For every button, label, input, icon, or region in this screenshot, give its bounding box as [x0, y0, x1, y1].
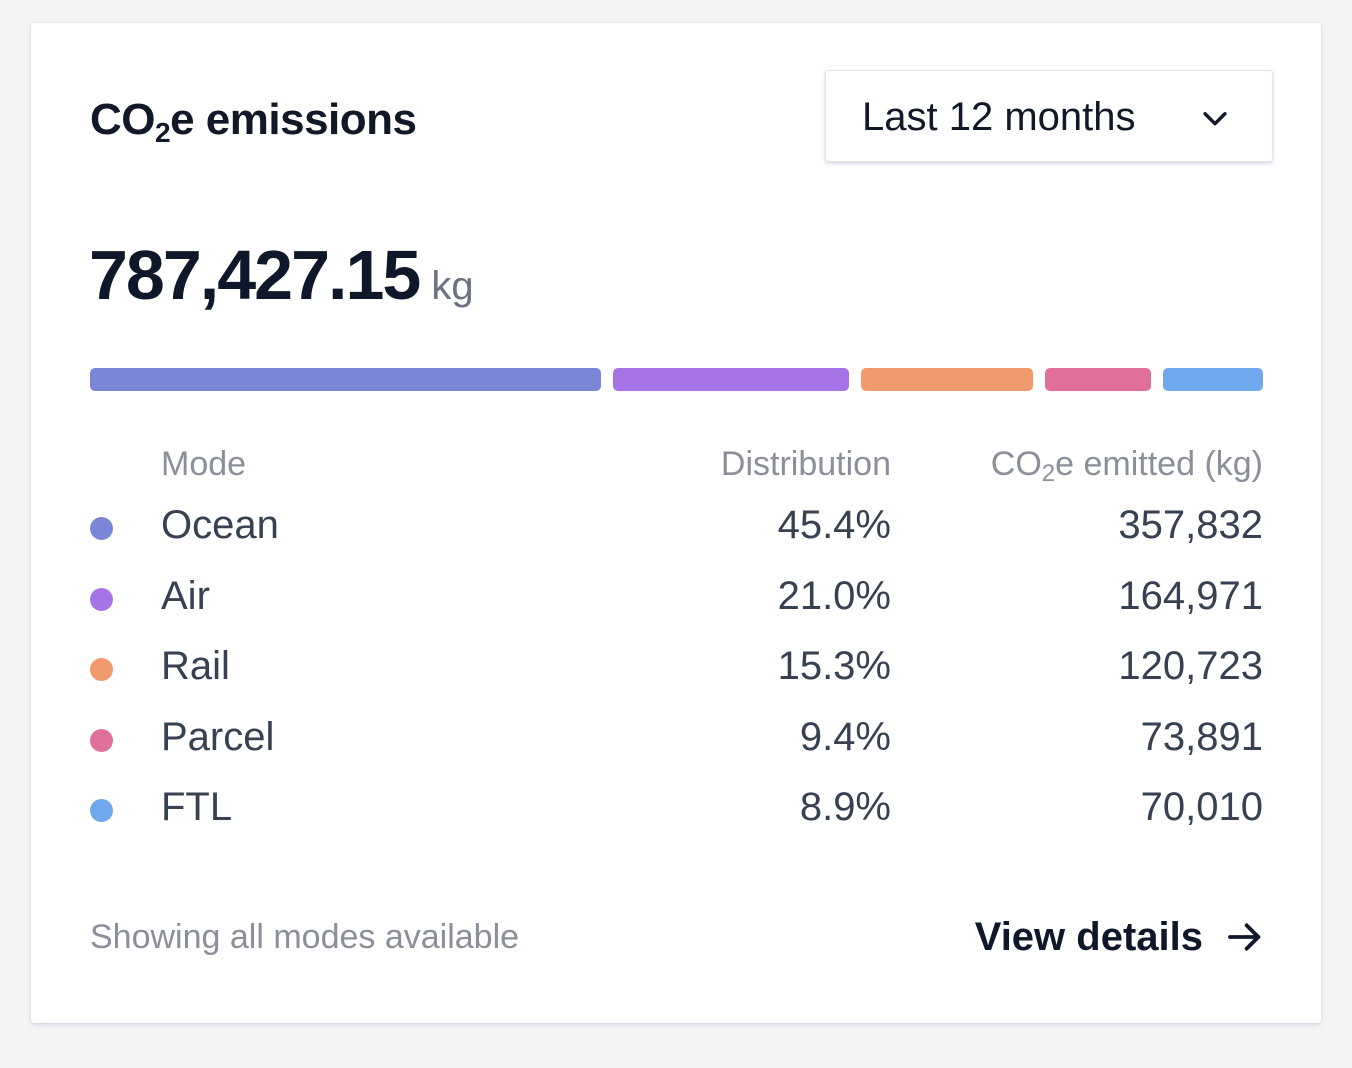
chevron-down-icon [1203, 112, 1227, 126]
table-row: Parcel 9.4% 73,891 [90, 705, 1263, 776]
title-prefix: CO [90, 95, 156, 144]
column-header-distribution: Distribution [720, 445, 891, 483]
view-details-label: View details [974, 915, 1203, 959]
total-value: 787,427.15 [89, 236, 421, 314]
table-header-row: Mode Distribution CO2e emitted (kg) [90, 437, 1263, 493]
legend-dot [90, 587, 113, 611]
emissions-table: Mode Distribution CO2e emitted (kg) Ocea… [90, 437, 1263, 846]
co2-value: 70,010 [1140, 785, 1263, 829]
mode-label: FTL [161, 785, 233, 829]
legend-dot [90, 658, 113, 681]
distribution-value: 9.4% [799, 714, 891, 759]
table-row: Ocean 45.4% 357,832 [90, 493, 1263, 564]
mode-label: Ocean [161, 503, 279, 547]
table-row: Rail 15.3% 120,723 [90, 634, 1263, 705]
column-header-mode: Mode [161, 445, 247, 483]
period-dropdown[interactable]: Last 12 months [825, 70, 1273, 162]
co2-header-suffix: e emitted (kg) [1055, 445, 1263, 483]
distribution-value: 8.9% [799, 785, 891, 829]
legend-dot [90, 517, 113, 540]
table-row: Air 21.0% 164,971 [90, 564, 1263, 635]
co2-header-subscript: 2 [1041, 460, 1056, 487]
footer-note: Showing all modes available [90, 918, 520, 956]
total-unit: kg [431, 264, 474, 308]
co2-header-prefix: CO [990, 445, 1042, 483]
distribution-bar [90, 368, 1263, 391]
co2-value: 73,891 [1140, 714, 1263, 759]
distribution-value: 15.3% [777, 644, 891, 688]
co2-value: 164,971 [1118, 573, 1263, 618]
emissions-card: CO2e emissions Last 12 months 787,427.15… [31, 23, 1321, 1023]
legend-dot [90, 728, 113, 752]
distribution-value: 45.4% [777, 503, 891, 547]
distribution-value: 21.0% [777, 573, 891, 618]
distribution-segment-rail [861, 368, 1034, 391]
legend-dot [90, 799, 113, 822]
distribution-segment-ocean [90, 368, 601, 391]
total-emissions: 787,427.15 kg [89, 235, 474, 335]
co2-value: 120,723 [1118, 644, 1263, 688]
distribution-segment-parcel [1045, 368, 1151, 391]
title-subscript: 2 [155, 117, 171, 148]
column-header-co2-emitted: CO2e emitted (kg) [991, 443, 1263, 489]
arrow-right-icon [1228, 923, 1261, 951]
distribution-segment-ftl [1162, 368, 1263, 391]
table-row: FTL 8.9% 70,010 [90, 775, 1263, 846]
co2-value: 357,832 [1118, 503, 1263, 547]
mode-label: Rail [161, 644, 230, 688]
view-details-link[interactable]: View details [975, 913, 1265, 961]
period-dropdown-label: Last 12 months [862, 95, 1136, 139]
title-suffix: e emissions [170, 95, 417, 144]
distribution-segment-air [612, 368, 849, 391]
mode-label: Air [161, 573, 210, 618]
mode-label: Parcel [161, 714, 275, 759]
card-title: CO2e emissions [90, 94, 417, 151]
